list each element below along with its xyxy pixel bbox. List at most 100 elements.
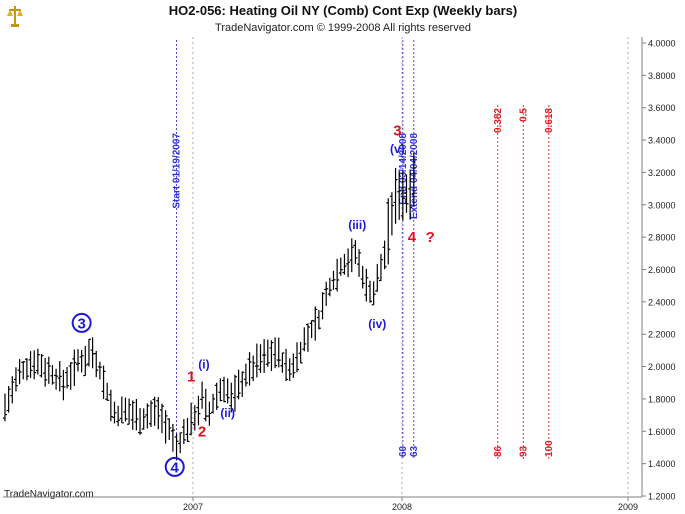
wave-labels: 3 4 1 2 (i) (ii) (iii) (iv) (v) 3 4? <box>71 122 435 477</box>
wave-label: (i) <box>198 357 209 371</box>
price-bar <box>386 198 391 265</box>
wave-label: (iv) <box>368 317 386 331</box>
price-bar <box>232 374 237 412</box>
wave-circle <box>164 456 185 477</box>
price-bar <box>404 174 409 213</box>
price-bar <box>130 400 135 430</box>
price-bar <box>342 253 347 275</box>
price-bar <box>400 171 405 221</box>
y-tick-label: 3.8000 <box>648 71 676 81</box>
price-bar <box>105 382 110 401</box>
price-bar <box>189 402 194 436</box>
price-bar <box>203 388 208 422</box>
wave-label: (ii) <box>220 406 235 420</box>
price-bar <box>360 265 365 289</box>
price-bar <box>163 410 168 444</box>
y-tick-label: 2.0000 <box>648 362 676 372</box>
x-tick-label: 2007 <box>183 502 203 512</box>
price-bar <box>43 358 48 387</box>
price-bar <box>229 382 234 413</box>
price-bar <box>393 167 398 224</box>
y-tick-label: 4.0000 <box>648 39 676 49</box>
price-bar <box>324 281 329 306</box>
y-tick-label: 3.0000 <box>648 200 676 210</box>
price-bar <box>389 192 394 236</box>
y-tick-label: 1.2000 <box>648 492 676 502</box>
price-bar <box>39 353 44 378</box>
price-bar <box>327 277 332 297</box>
y-tick-label: 3.2000 <box>648 168 676 178</box>
fib-ratio-label: 0.618 <box>544 108 555 133</box>
y-tick-label: 2.2000 <box>648 330 676 340</box>
price-bar <box>236 369 241 400</box>
price-bar <box>397 170 402 220</box>
price-bar <box>254 343 259 378</box>
price-bar <box>353 240 358 265</box>
price-bar <box>101 365 106 400</box>
price-bar <box>375 264 380 292</box>
price-bar <box>364 268 369 302</box>
price-bar <box>243 363 248 387</box>
y-tick-label: 1.8000 <box>648 394 676 404</box>
price-bar <box>57 361 62 392</box>
price-bar <box>371 281 376 306</box>
wave-label: 1 <box>187 368 195 385</box>
price-bar <box>138 408 143 435</box>
price-bar <box>207 401 212 426</box>
price-bar <box>225 378 230 404</box>
price-bar <box>127 398 132 425</box>
price-bar <box>149 400 153 427</box>
price-bar <box>167 418 172 440</box>
price-bar <box>112 401 117 424</box>
price-bar <box>3 393 7 422</box>
bar-count-label: 86 <box>493 445 504 457</box>
price-bar <box>335 258 340 292</box>
price-bar <box>50 364 55 385</box>
price-bar <box>262 339 267 373</box>
price-bar <box>86 338 91 367</box>
price-bar <box>46 356 51 384</box>
price-bar <box>79 349 84 373</box>
y-tick-label: 1.6000 <box>648 427 676 437</box>
price-bar <box>174 433 179 461</box>
wave-label: (v) <box>390 142 405 156</box>
time-line-label: End 03/14/2008 <box>398 133 409 205</box>
price-bar <box>258 344 263 373</box>
price-bar <box>218 378 223 402</box>
price-bar <box>211 393 216 414</box>
watermark: TradeNavigator.com <box>4 489 94 500</box>
price-bar <box>156 397 161 430</box>
price-bar <box>222 376 226 403</box>
price-bar <box>72 349 77 386</box>
price-bar <box>17 359 22 385</box>
price-bar <box>10 376 15 404</box>
price-axis: 4.0000 3.8000 3.6000 3.4000 3.2000 3.0000 2.80… <box>3 37 676 512</box>
price-bar <box>316 310 321 330</box>
price-bar <box>94 350 99 378</box>
price-bar <box>411 153 416 207</box>
price-bar <box>284 348 289 382</box>
price-bar <box>145 403 150 429</box>
price-bar <box>170 424 175 452</box>
wave-label: 4 <box>171 459 180 476</box>
price-bar <box>313 306 318 341</box>
y-tick-label: 3.4000 <box>648 136 676 146</box>
price-bar <box>123 397 128 422</box>
scales-logo-icon <box>7 6 23 27</box>
y-tick-label: 2.8000 <box>648 233 676 243</box>
y-tick-label: 1.4000 <box>648 459 676 469</box>
price-bar <box>196 395 201 426</box>
x-tick-label: 2008 <box>392 502 412 512</box>
y-tick-label: 2.6000 <box>648 265 676 275</box>
bar-count-label: 63 <box>409 445 420 457</box>
price-bar <box>338 257 343 276</box>
wave-label: 3 <box>393 122 401 139</box>
price-bar <box>276 337 281 368</box>
bar-count-label: 93 <box>518 445 529 457</box>
price-bar <box>181 419 186 445</box>
chart-title: HO2-056: Heating Oil NY (Comb) Cont Exp … <box>169 3 517 18</box>
price-bar <box>309 319 314 338</box>
price-bar <box>97 361 102 380</box>
